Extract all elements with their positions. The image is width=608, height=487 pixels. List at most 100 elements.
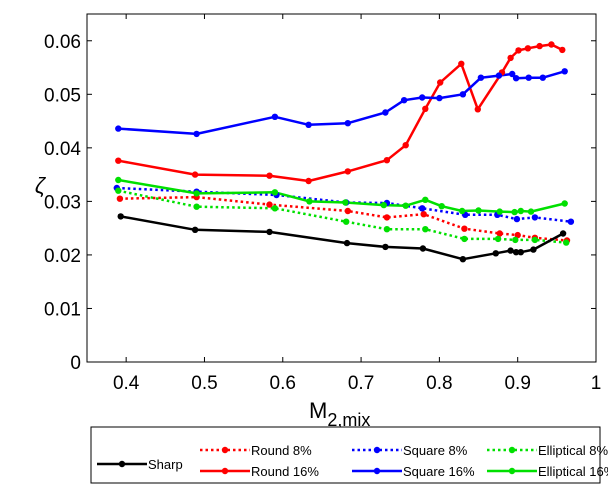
legend-label-sharp: Sharp: [148, 457, 183, 472]
data-point-elliptical-8pct: [494, 235, 502, 243]
y-axis-ticks: 0 0.01 0.02 0.03 0.04 0.05 0.06: [44, 32, 596, 374]
data-point-elliptical-16pct: [402, 202, 409, 209]
data-point-elliptical-8pct: [383, 226, 391, 233]
data-point-round-8pct: [266, 201, 273, 208]
data-point-square-16pct: [512, 75, 520, 82]
legend-marker-elliptical-16pct: [508, 467, 516, 475]
data-point-square-16pct: [419, 94, 426, 101]
data-point-round-8pct: [116, 195, 124, 202]
data-point-round-8pct: [496, 230, 503, 237]
data-point-round-16pct: [437, 79, 444, 86]
data-point-elliptical-16pct: [422, 196, 429, 203]
data-point-square-16pct: [436, 94, 443, 102]
y-tick-label: 0: [70, 353, 81, 374]
data-point-sharp: [266, 228, 273, 236]
y-tick-label: 0.05: [44, 85, 81, 106]
data-point-elliptical-16pct: [511, 208, 518, 216]
data-point-elliptical-8pct: [271, 205, 279, 212]
data-point-square-16pct: [525, 74, 532, 81]
legend-box: [90, 426, 601, 484]
data-point-elliptical-16pct: [496, 208, 503, 215]
data-point-square-16pct: [115, 125, 122, 132]
data-point-round-16pct: [305, 177, 312, 185]
x-tick-label: 0.6: [270, 373, 296, 394]
data-point-square-16pct: [561, 68, 568, 75]
data-point-elliptical-8pct: [193, 203, 200, 210]
legend-label-square-8pct: Square 8%: [403, 443, 468, 458]
data-point-square-8pct: [419, 205, 426, 212]
data-point-round-8pct: [514, 231, 521, 239]
data-point-sharp: [382, 243, 389, 251]
data-point-square-16pct: [477, 74, 485, 81]
data-point-round-16pct: [115, 157, 122, 164]
x-tick-label: 0.4: [113, 373, 140, 394]
legend-label-round-16pct: Round 16%: [251, 464, 319, 479]
data-point-square-8pct: [513, 215, 521, 223]
data-point-square-16pct: [400, 97, 408, 104]
legend-marker-round-8pct: [221, 446, 229, 454]
legend-label-round-8pct: Round 8%: [251, 443, 312, 458]
data-point-round-16pct: [458, 60, 465, 67]
data-point-elliptical-8pct: [531, 236, 539, 244]
x-tick-label: 0.9: [504, 373, 530, 394]
data-point-square-16pct: [539, 74, 546, 81]
data-point-elliptical-16pct: [380, 201, 387, 209]
data-point-round-16pct: [422, 105, 429, 113]
data-point-elliptical-8pct: [563, 239, 570, 246]
data-point-round-16pct: [344, 168, 351, 175]
data-point-square-8pct: [567, 218, 575, 225]
data-point-round-16pct: [507, 54, 514, 62]
legend-label-elliptical-8pct: Elliptical 8%: [538, 443, 608, 458]
data-point-square-16pct: [459, 91, 467, 98]
legend-label-elliptical-16pct: Elliptical 16%: [538, 464, 608, 479]
data-point-round-16pct: [402, 142, 409, 149]
y-tick-label: 0.03: [44, 192, 81, 213]
data-point-sharp: [492, 250, 499, 257]
legend: Sharp Round 8% Square 8% Elliptical 8% Round…: [90, 426, 608, 484]
data-point-round-16pct: [474, 106, 481, 113]
data-point-round-16pct: [383, 157, 391, 164]
data-point-elliptical-8pct: [461, 235, 468, 243]
data-point-round-16pct: [559, 46, 566, 54]
data-point-round-8pct: [344, 207, 351, 215]
data-point-elliptical-16pct: [561, 200, 568, 207]
data-point-elliptical-16pct: [438, 203, 445, 210]
series-line-elliptical-8pct: [118, 189, 567, 244]
data-point-square-16pct: [509, 70, 516, 78]
data-point-sharp: [512, 249, 520, 256]
data-point-sharp: [191, 226, 199, 233]
data-point-sharp: [459, 256, 467, 263]
series-points: [113, 41, 575, 263]
y-tick-label: 0.04: [44, 139, 81, 160]
x-axis-label: M2,mix: [309, 398, 370, 430]
data-point-elliptical-8pct: [512, 236, 519, 244]
y-tick-label: 0.02: [44, 246, 81, 267]
data-point-elliptical-16pct: [271, 189, 279, 196]
data-point-square-16pct: [193, 130, 200, 138]
legend-marker-sharp: [118, 460, 126, 468]
data-point-elliptical-8pct: [343, 218, 350, 225]
x-axis-label-main: M: [309, 398, 327, 423]
data-point-round-8pct: [420, 211, 427, 218]
legend-label-square-16pct: Square 16%: [403, 464, 475, 479]
data-point-elliptical-16pct: [475, 207, 482, 214]
legend-marker-elliptical-8pct: [508, 446, 516, 454]
data-point-round-16pct: [515, 47, 522, 54]
x-tick-label: 0.8: [426, 373, 452, 394]
data-point-elliptical-16pct: [342, 199, 349, 206]
data-point-round-16pct: [191, 171, 199, 178]
data-point-square-16pct: [271, 113, 279, 121]
data-point-sharp: [117, 213, 124, 220]
legend-marker-square-16pct: [373, 467, 381, 475]
data-point-square-16pct: [495, 72, 503, 79]
data-point-elliptical-16pct: [458, 207, 466, 215]
data-point-square-8pct: [531, 214, 539, 221]
data-point-sharp: [559, 230, 567, 237]
x-axis-label-subscript: 2,mix: [327, 410, 370, 430]
data-point-elliptical-16pct: [306, 198, 313, 205]
y-tick-label: 0.01: [44, 299, 81, 320]
x-tick-label: 1: [591, 373, 602, 394]
data-point-square-16pct: [382, 109, 389, 116]
y-axis-label: ζ: [35, 173, 47, 198]
data-point-elliptical-16pct: [193, 190, 200, 197]
